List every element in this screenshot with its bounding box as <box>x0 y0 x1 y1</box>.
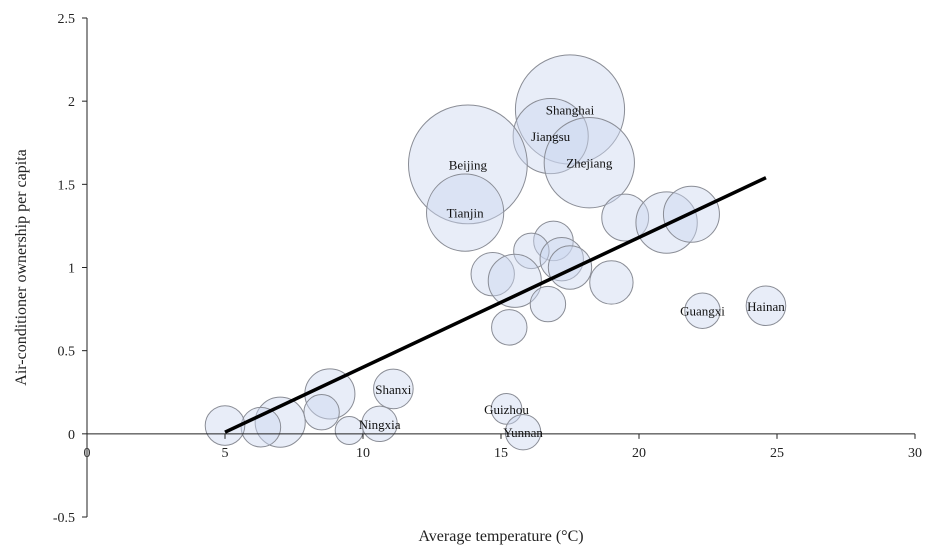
x-tick-label: 30 <box>908 446 922 461</box>
bubble-point <box>529 285 567 323</box>
bubble-point <box>407 104 528 225</box>
bubble-point <box>745 285 787 327</box>
bubble-point <box>491 309 528 346</box>
bubble-point <box>547 245 593 290</box>
x-tick-label: 15 <box>494 446 508 461</box>
x-axis-title: Average temperature (°C) <box>418 528 583 545</box>
bubble-point <box>240 406 282 448</box>
bubble-label: Shanghai <box>546 102 595 117</box>
bubble-point <box>487 253 542 308</box>
y-tick-label: 2.5 <box>58 12 76 27</box>
bubble-label: Yunnan <box>503 425 543 440</box>
bubble-label: Guangxi <box>680 304 725 319</box>
x-tick-label: 20 <box>632 446 646 461</box>
bubble-point <box>543 117 635 209</box>
bubble-label: Jiangsu <box>531 129 571 144</box>
y-tick-label: 0 <box>68 428 75 443</box>
bubble-point <box>303 394 340 431</box>
bubble-label: Beijing <box>449 157 488 172</box>
bubbles-layer <box>204 54 787 451</box>
y-axis-title: Air-conditioner ownership per capita <box>13 149 30 385</box>
ticks-layer: -0.5 0 0.5 1 1.5 2 2.5 0 5 10 15 20 25 30 <box>53 12 922 526</box>
bubble-point <box>504 413 542 451</box>
trendline <box>224 176 767 434</box>
bubble-point <box>512 98 589 175</box>
bubble-point <box>361 405 398 443</box>
bubble-point <box>684 292 721 329</box>
bubble-label: Tianjin <box>447 206 485 221</box>
x-tick-label: 10 <box>356 446 370 461</box>
bubble-label: Shanxi <box>375 382 412 397</box>
bubble-label: Ningxia <box>359 417 401 432</box>
x-tick-label: 25 <box>770 446 784 461</box>
bubble-label: Zhejiang <box>566 156 613 171</box>
y-tick-label: 1 <box>68 262 75 277</box>
bubble-point <box>426 173 505 252</box>
bubble-point <box>373 368 414 410</box>
bubble-point <box>514 54 626 165</box>
y-tick-label: 2 <box>68 95 75 110</box>
y-tick-label: -0.5 <box>53 511 75 526</box>
x-tick-label: 0 <box>84 446 91 461</box>
x-tick-label: 5 <box>222 446 229 461</box>
y-tick-label: 1.5 <box>58 178 76 193</box>
y-tick-label: 0.5 <box>58 345 76 360</box>
bubble-label: Guizhou <box>484 402 529 417</box>
bubble-point <box>589 260 634 305</box>
bubble-label: Hainan <box>747 299 785 314</box>
bubble-point <box>204 405 246 446</box>
bubble-labels-layer: Shanghai Jiangsu Zhejiang Beijing Tianjin Gua… <box>359 102 786 440</box>
